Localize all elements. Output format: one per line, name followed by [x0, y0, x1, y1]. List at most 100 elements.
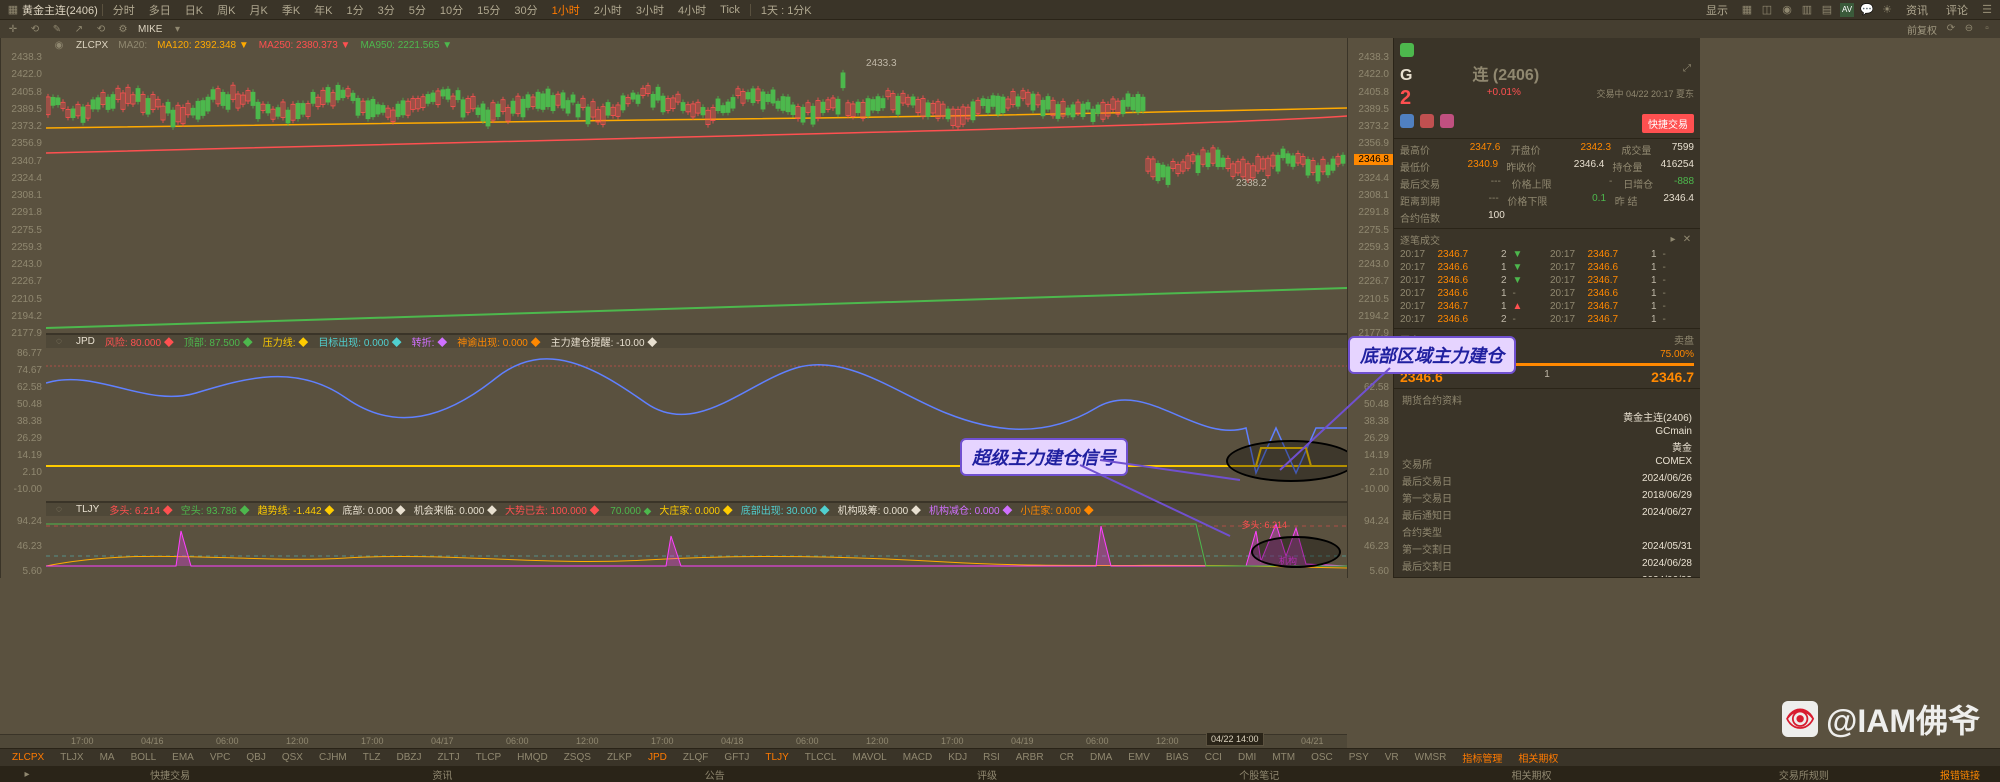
- ind-tab-WMSR[interactable]: WMSR: [1409, 752, 1453, 763]
- ind-tab-MACD[interactable]: MACD: [897, 752, 938, 763]
- av-icon[interactable]: AV: [1840, 3, 1854, 17]
- ind-tab-OSC[interactable]: OSC: [1305, 752, 1339, 763]
- app-icon[interactable]: ▦: [6, 3, 20, 17]
- rows-icon[interactable]: ▤: [1820, 3, 1834, 17]
- ind-tab-BIAS[interactable]: BIAS: [1160, 752, 1195, 763]
- action-2[interactable]: [1420, 114, 1434, 128]
- reset-icon[interactable]: ⟲: [94, 22, 108, 36]
- ind-tab-指标管理[interactable]: 指标管理: [1456, 750, 1508, 765]
- ind-tab-EMA[interactable]: EMA: [166, 752, 200, 763]
- ind-tab-VPC[interactable]: VPC: [204, 752, 237, 763]
- footer-quicktrade[interactable]: 快捷交易: [34, 767, 306, 782]
- ind-tab-RSI[interactable]: RSI: [977, 752, 1006, 763]
- ind-tab-DMI[interactable]: DMI: [1232, 752, 1262, 763]
- ind-tab-MAVOL[interactable]: MAVOL: [846, 752, 892, 763]
- footer-menu-icon[interactable]: ▸: [20, 767, 34, 781]
- ind-tab-GFTJ[interactable]: GFTJ: [718, 752, 755, 763]
- footer-notes[interactable]: 个股笔记: [1123, 767, 1395, 782]
- ind-tab-ZLKP[interactable]: ZLKP: [601, 752, 638, 763]
- news-label[interactable]: 资讯: [1900, 0, 1934, 20]
- display-label[interactable]: 显示: [1700, 0, 1734, 20]
- ind-tab-DBZJ[interactable]: DBZJ: [391, 752, 428, 763]
- status-dot-2[interactable]: [1420, 43, 1434, 57]
- tf-fenshi[interactable]: 分时: [107, 0, 141, 20]
- eye-icon[interactable]: ◌: [52, 503, 66, 517]
- ind-tab-EMV[interactable]: EMV: [1122, 752, 1156, 763]
- ind-tab-QSX[interactable]: QSX: [276, 752, 309, 763]
- ind-tab-ZLQF[interactable]: ZLQF: [677, 752, 715, 763]
- tf-jik[interactable]: 季K: [276, 0, 306, 20]
- ind-tab-相关期权[interactable]: 相关期权: [1512, 750, 1564, 765]
- action-3[interactable]: [1440, 114, 1454, 128]
- ind-tab-CJHM[interactable]: CJHM: [313, 752, 353, 763]
- ind2-chart[interactable]: 多头: 6.214 机构: [46, 516, 1347, 576]
- tf-custom[interactable]: 1天 : 1分K: [755, 0, 818, 20]
- eye-icon[interactable]: ◌: [52, 335, 66, 349]
- footer-rating[interactable]: 评级: [851, 767, 1123, 782]
- action-1[interactable]: [1400, 114, 1414, 128]
- columns-icon[interactable]: ▥: [1800, 3, 1814, 17]
- tf-5min[interactable]: 5分: [403, 0, 432, 20]
- back-icon[interactable]: ⊖: [1962, 22, 1976, 36]
- footer-news[interactable]: 资讯: [306, 767, 578, 782]
- tf-yuek[interactable]: 月K: [243, 0, 273, 20]
- footer-rules[interactable]: 交易所规则: [1668, 767, 1940, 782]
- expand-icon[interactable]: ⤢: [1680, 61, 1694, 75]
- ind-tab-ZLCPX[interactable]: ZLCPX: [6, 752, 50, 763]
- ind-tab-TLJY[interactable]: TLJY: [759, 752, 794, 763]
- indicator-name[interactable]: MIKE: [138, 24, 162, 35]
- tf-10min[interactable]: 10分: [434, 0, 469, 20]
- ind-tab-TLCP[interactable]: TLCP: [470, 752, 508, 763]
- chevron-down-icon[interactable]: ▾: [170, 22, 184, 36]
- footer-options[interactable]: 相关期权: [1395, 767, 1667, 782]
- refresh-icon[interactable]: ⟲: [28, 22, 42, 36]
- tf-2h[interactable]: 2小时: [588, 0, 628, 20]
- tick-close-icon[interactable]: ✕: [1680, 232, 1694, 246]
- tf-tick[interactable]: Tick: [714, 2, 746, 18]
- camera-icon[interactable]: ◉: [1780, 3, 1794, 17]
- panel-icon[interactable]: ▫: [1980, 22, 1994, 36]
- ind-tab-ZSQS[interactable]: ZSQS: [558, 752, 597, 763]
- ind-tab-DMA[interactable]: DMA: [1084, 752, 1118, 763]
- star-icon[interactable]: ☀: [1880, 3, 1894, 17]
- eye-icon[interactable]: ◉: [52, 38, 66, 52]
- quick-trade-button[interactable]: 快捷交易: [1642, 114, 1694, 133]
- ind-tab-CCI[interactable]: CCI: [1199, 752, 1228, 763]
- tf-3h[interactable]: 3小时: [630, 0, 670, 20]
- ind-tab-ARBR[interactable]: ARBR: [1010, 752, 1050, 763]
- tick-prev-icon[interactable]: ▸: [1666, 232, 1680, 246]
- grid-icon[interactable]: ▦: [1740, 3, 1754, 17]
- tf-30min[interactable]: 30分: [508, 0, 543, 20]
- ind-tab-TLJX[interactable]: TLJX: [54, 752, 89, 763]
- tf-1min[interactable]: 1分: [341, 0, 370, 20]
- ind-tab-PSY[interactable]: PSY: [1343, 752, 1375, 763]
- ind-tab-BOLL[interactable]: BOLL: [125, 752, 163, 763]
- adj-label[interactable]: 前复权: [1904, 22, 1940, 37]
- tf-1h[interactable]: 1小时: [546, 0, 586, 20]
- ind1-name[interactable]: JPD: [76, 336, 95, 347]
- ind-tab-KDJ[interactable]: KDJ: [942, 752, 973, 763]
- ind-tab-MTM[interactable]: MTM: [1266, 752, 1301, 763]
- ind-tab-TLCCL[interactable]: TLCCL: [799, 752, 843, 763]
- arrow-icon[interactable]: ↗: [72, 22, 86, 36]
- tf-15min[interactable]: 15分: [471, 0, 506, 20]
- tf-4h[interactable]: 4小时: [672, 0, 712, 20]
- main-candlestick-chart[interactable]: ◉ ZLCPX MA20: MA120: 2392.348 ▼ MA250: 2…: [46, 38, 1347, 334]
- ind-tab-HMQD[interactable]: HMQD: [511, 752, 554, 763]
- gear-icon[interactable]: ⚙: [116, 22, 130, 36]
- overlay-name[interactable]: ZLCPX: [76, 40, 108, 51]
- ind-tab-ZLTJ[interactable]: ZLTJ: [432, 752, 466, 763]
- tf-zhouk[interactable]: 周K: [211, 0, 241, 20]
- crosshair-icon[interactable]: ✛: [6, 22, 20, 36]
- ind-tab-VR[interactable]: VR: [1379, 752, 1405, 763]
- comment-label[interactable]: 评论: [1940, 0, 1974, 20]
- footer-report[interactable]: 报错链接: [1940, 767, 1980, 782]
- chat-icon[interactable]: 💬: [1860, 3, 1874, 17]
- sync-icon[interactable]: ⟳: [1944, 22, 1958, 36]
- ind2-name[interactable]: TLJY: [76, 504, 99, 515]
- tf-duori[interactable]: 多日: [143, 0, 177, 20]
- tf-3min[interactable]: 3分: [372, 0, 401, 20]
- pencil-icon[interactable]: ✎: [50, 22, 64, 36]
- ind-tab-QBJ[interactable]: QBJ: [240, 752, 271, 763]
- layout-icon[interactable]: ◫: [1760, 3, 1774, 17]
